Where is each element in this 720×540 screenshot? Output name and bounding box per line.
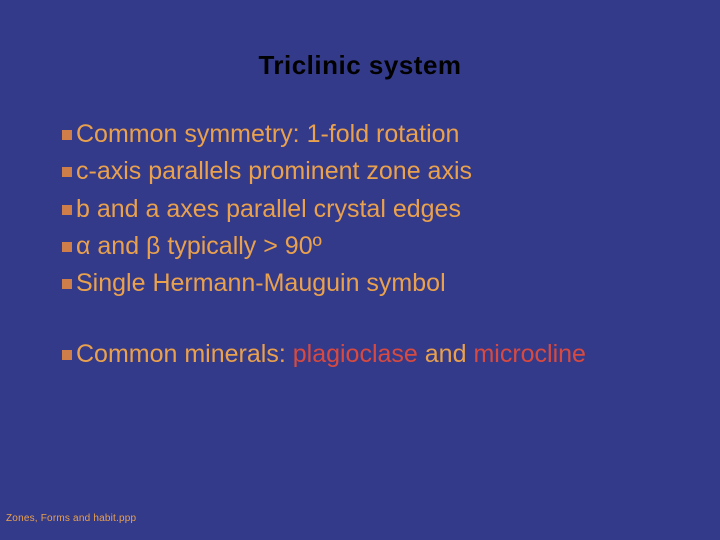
- text-segment: Common minerals:: [76, 340, 293, 368]
- text-segment-highlight: microcline: [473, 340, 586, 368]
- text-segment: Single Hermann-Mauguin symbol: [76, 269, 446, 297]
- list-item: Common minerals: plagioclase and microcl…: [62, 339, 670, 370]
- bullet-text: b and a axes parallel crystal edges: [76, 194, 461, 225]
- text-segment-highlight: plagioclase: [293, 340, 418, 368]
- list-item: b and a axes parallel crystal edges: [62, 194, 670, 225]
- slide: Triclinic system Common symmetry: 1-fold…: [0, 0, 720, 540]
- bullet-text: c-axis parallels prominent zone axis: [76, 156, 472, 187]
- list-item: Single Hermann-Mauguin symbol: [62, 268, 670, 299]
- bullet-text: Common minerals: plagioclase and microcl…: [76, 339, 586, 370]
- text-segment: α and β typically > 90º: [76, 232, 322, 260]
- list-item: c-axis parallels prominent zone axis: [62, 156, 670, 187]
- bullet-text: Common symmetry: 1-fold rotation: [76, 119, 459, 150]
- bullet-marker-icon: [62, 205, 72, 215]
- list-item: Common symmetry: 1-fold rotation: [62, 119, 670, 150]
- text-segment: Common symmetry: 1-fold rotation: [76, 120, 459, 148]
- text-segment: b and a axes parallel crystal edges: [76, 195, 461, 223]
- spacer: [62, 305, 670, 339]
- bullet-text: Single Hermann-Mauguin symbol: [76, 268, 446, 299]
- slide-title: Triclinic system: [50, 50, 670, 81]
- text-segment: c-axis parallels prominent zone axis: [76, 157, 472, 185]
- bullet-group-1: Common symmetry: 1-fold rotation c-axis …: [50, 119, 670, 371]
- bullet-marker-icon: [62, 167, 72, 177]
- footer-text: Zones, Forms and habit.ppp: [6, 513, 136, 524]
- list-item: α and β typically > 90º: [62, 231, 670, 262]
- bullet-marker-icon: [62, 130, 72, 140]
- bullet-text: α and β typically > 90º: [76, 231, 322, 262]
- bullet-marker-icon: [62, 242, 72, 252]
- bullet-marker-icon: [62, 350, 72, 360]
- text-segment: and: [418, 340, 474, 368]
- bullet-marker-icon: [62, 279, 72, 289]
